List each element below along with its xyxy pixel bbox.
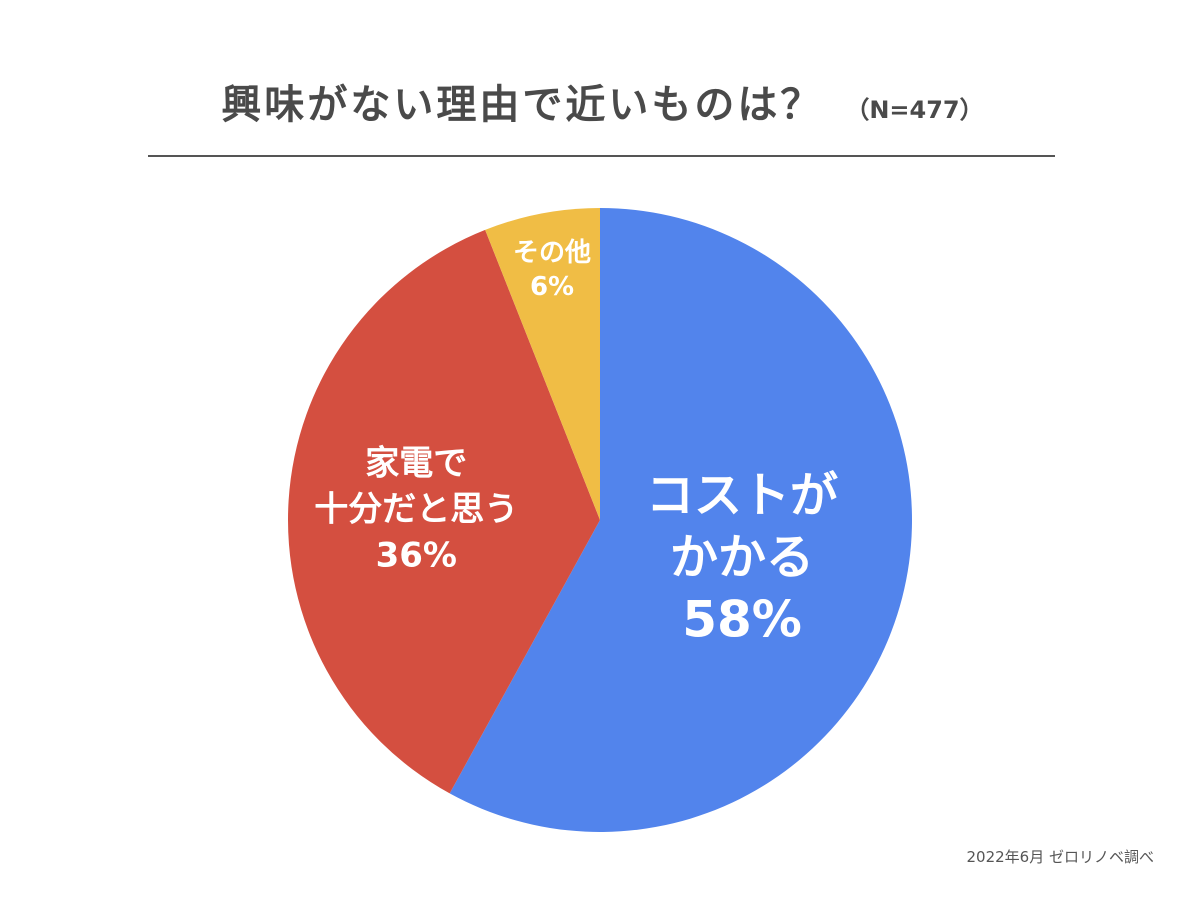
pie-slice-3	[485, 208, 600, 520]
chart-subtitle: （N=477）	[845, 96, 984, 124]
slice-name-label-1: かかる	[670, 530, 814, 586]
slice-name-label-3: その他	[513, 238, 591, 268]
slice-name-label-1: コストが	[646, 468, 838, 524]
chart-title: 興味がない理由で近いものは？	[221, 82, 824, 128]
slice-value-label-3: 6%	[530, 272, 574, 302]
slice-value-label-1: 58%	[682, 590, 802, 648]
pie-slice-2	[288, 229, 600, 794]
pie-slice-1	[449, 208, 912, 832]
slice-name-label-2: 十分だと思う	[314, 490, 518, 530]
title-divider	[148, 155, 1055, 157]
source-note: 2022年6月 ゼロリノベ調べ	[966, 848, 1155, 866]
slice-name-label-2: 家電で	[365, 444, 467, 484]
slice-value-label-2: 36%	[376, 536, 457, 576]
chart-title-row: 興味がない理由で近いものは？ （N=477）	[150, 72, 1055, 130]
